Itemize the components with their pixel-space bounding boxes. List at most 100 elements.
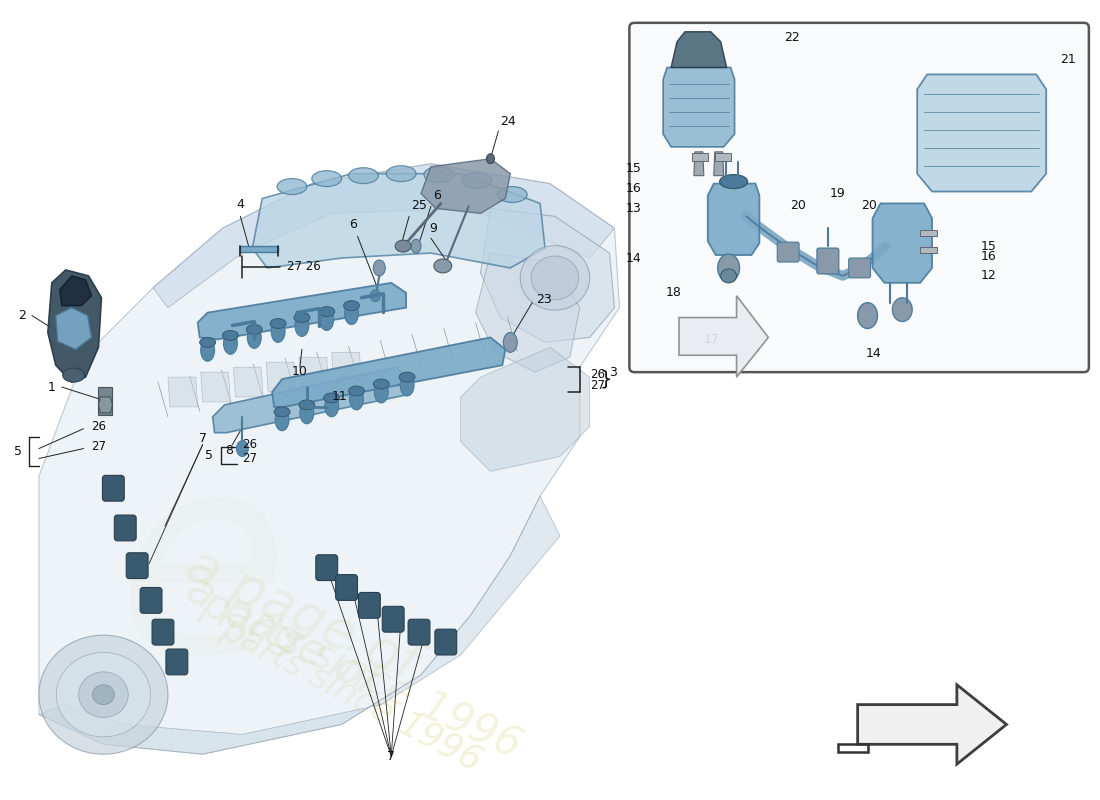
- Polygon shape: [200, 372, 230, 402]
- Polygon shape: [212, 367, 409, 433]
- Ellipse shape: [295, 314, 309, 337]
- Ellipse shape: [223, 333, 238, 354]
- Text: 19: 19: [829, 187, 846, 201]
- Polygon shape: [694, 152, 704, 176]
- Text: 6: 6: [350, 218, 358, 231]
- Ellipse shape: [200, 338, 216, 347]
- Text: 16: 16: [626, 182, 641, 195]
- FancyBboxPatch shape: [408, 619, 430, 645]
- Polygon shape: [921, 247, 937, 253]
- Polygon shape: [663, 67, 735, 147]
- Text: }: }: [600, 370, 612, 389]
- FancyBboxPatch shape: [152, 619, 174, 645]
- Ellipse shape: [200, 339, 214, 362]
- Ellipse shape: [248, 326, 261, 348]
- Ellipse shape: [400, 374, 414, 396]
- Ellipse shape: [858, 302, 878, 329]
- FancyBboxPatch shape: [114, 515, 136, 541]
- Polygon shape: [715, 153, 730, 161]
- Text: 2: 2: [18, 309, 26, 322]
- Ellipse shape: [486, 154, 494, 164]
- FancyBboxPatch shape: [817, 248, 839, 274]
- Text: 26: 26: [91, 420, 107, 434]
- Ellipse shape: [395, 240, 411, 252]
- Polygon shape: [252, 174, 544, 268]
- Ellipse shape: [222, 330, 239, 340]
- Ellipse shape: [374, 381, 388, 403]
- Ellipse shape: [433, 259, 452, 273]
- Polygon shape: [39, 164, 619, 754]
- Polygon shape: [39, 496, 560, 754]
- FancyBboxPatch shape: [336, 574, 358, 600]
- Polygon shape: [921, 230, 937, 236]
- Ellipse shape: [373, 379, 389, 389]
- Polygon shape: [332, 352, 362, 382]
- Ellipse shape: [424, 166, 453, 182]
- Text: 14: 14: [866, 347, 881, 360]
- Ellipse shape: [246, 325, 262, 334]
- Text: 9: 9: [429, 222, 437, 235]
- Text: 20: 20: [861, 199, 878, 212]
- Ellipse shape: [277, 178, 307, 194]
- Polygon shape: [671, 32, 727, 67]
- Polygon shape: [198, 283, 406, 339]
- Polygon shape: [858, 685, 1006, 764]
- Polygon shape: [917, 74, 1046, 191]
- Polygon shape: [679, 296, 768, 377]
- Text: 3: 3: [609, 366, 617, 378]
- Polygon shape: [421, 158, 510, 214]
- Ellipse shape: [349, 168, 378, 183]
- Ellipse shape: [319, 306, 334, 317]
- Text: 23: 23: [536, 294, 552, 306]
- Ellipse shape: [63, 368, 85, 382]
- FancyBboxPatch shape: [383, 606, 404, 632]
- Ellipse shape: [236, 441, 249, 457]
- Ellipse shape: [411, 239, 421, 253]
- Polygon shape: [153, 164, 615, 308]
- Text: 27: 27: [91, 440, 107, 453]
- Ellipse shape: [274, 407, 290, 417]
- Ellipse shape: [371, 290, 381, 302]
- Polygon shape: [714, 152, 724, 176]
- Ellipse shape: [323, 393, 340, 403]
- Text: 25: 25: [411, 199, 427, 212]
- Text: 11: 11: [332, 390, 348, 403]
- Ellipse shape: [300, 402, 313, 424]
- Text: 27: 27: [242, 452, 257, 465]
- Ellipse shape: [311, 170, 342, 186]
- Text: 27: 27: [590, 378, 605, 391]
- Polygon shape: [47, 270, 101, 382]
- Text: 15: 15: [626, 162, 641, 175]
- Text: 5: 5: [14, 445, 22, 458]
- Text: parts since 1996: parts since 1996: [195, 582, 528, 767]
- Ellipse shape: [92, 685, 114, 705]
- Text: 26: 26: [242, 438, 257, 451]
- FancyBboxPatch shape: [316, 554, 338, 581]
- Ellipse shape: [373, 260, 385, 276]
- Polygon shape: [272, 338, 505, 407]
- Text: 16: 16: [981, 250, 997, 262]
- Text: 10: 10: [292, 365, 308, 378]
- Polygon shape: [872, 203, 932, 283]
- Text: 5: 5: [205, 449, 212, 462]
- Ellipse shape: [520, 246, 590, 310]
- Polygon shape: [99, 387, 112, 415]
- Ellipse shape: [294, 313, 310, 322]
- FancyBboxPatch shape: [140, 587, 162, 614]
- Text: 27 26: 27 26: [287, 261, 321, 274]
- FancyBboxPatch shape: [359, 593, 381, 618]
- Text: 26: 26: [590, 368, 605, 381]
- FancyBboxPatch shape: [629, 23, 1089, 372]
- Ellipse shape: [320, 309, 333, 330]
- Text: 6: 6: [433, 190, 441, 202]
- Ellipse shape: [349, 386, 364, 396]
- Ellipse shape: [386, 166, 416, 182]
- Text: 21: 21: [1060, 53, 1076, 66]
- Ellipse shape: [399, 372, 415, 382]
- Text: 13: 13: [626, 202, 641, 215]
- Text: 7: 7: [199, 432, 207, 445]
- Ellipse shape: [271, 321, 285, 342]
- Ellipse shape: [324, 395, 339, 417]
- Text: 1: 1: [48, 381, 56, 394]
- Ellipse shape: [720, 269, 737, 283]
